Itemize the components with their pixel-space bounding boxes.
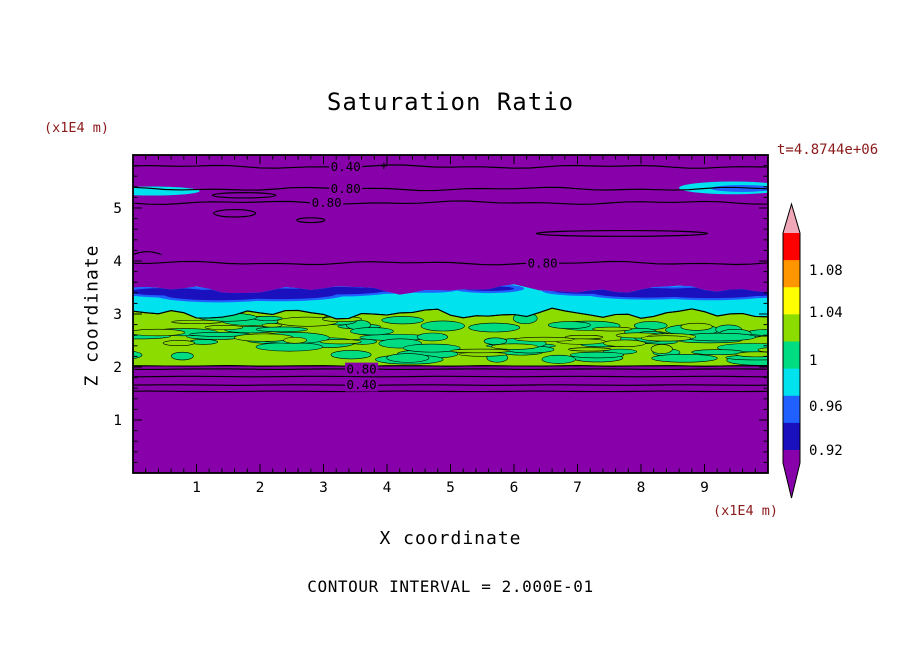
svg-text:0.40: 0.40 bbox=[331, 159, 361, 174]
x-axis-label: X coordinate bbox=[379, 528, 522, 549]
svg-text:0.80: 0.80 bbox=[528, 255, 558, 270]
svg-text:6: 6 bbox=[510, 480, 519, 496]
svg-text:1: 1 bbox=[192, 480, 201, 496]
svg-text:1: 1 bbox=[113, 413, 122, 429]
plot-frame bbox=[132, 154, 769, 474]
svg-text:0.80: 0.80 bbox=[312, 195, 342, 210]
contour-lines bbox=[133, 164, 768, 393]
contour-labels: 0.400.800.800.800.800.40 bbox=[310, 159, 560, 392]
svg-text:5: 5 bbox=[113, 201, 122, 217]
svg-text:3: 3 bbox=[319, 480, 328, 496]
svg-text:0.96: 0.96 bbox=[809, 399, 843, 415]
svg-text:0.40: 0.40 bbox=[347, 377, 377, 392]
svg-text:+: + bbox=[380, 159, 387, 173]
y-axis-label: Z coordinate bbox=[81, 244, 103, 387]
tick-labels: 1 2 3 4 5 6 7 8 9 1 2 3 4 5 bbox=[113, 201, 709, 496]
colorbar: 1.08 1.04 1 0.96 0.92 bbox=[782, 202, 843, 499]
svg-text:8: 8 bbox=[637, 480, 646, 496]
svg-text:2: 2 bbox=[113, 360, 122, 376]
svg-text:4: 4 bbox=[113, 254, 122, 270]
time-annotation: t=4.8744e+06 bbox=[777, 142, 879, 158]
svg-text:3: 3 bbox=[113, 307, 122, 323]
plot-area: 0.400.800.800.800.800.40+ bbox=[133, 155, 768, 473]
colorbar-labels: 1.08 1.04 1 0.96 0.92 bbox=[809, 263, 843, 459]
green-mottle-layer bbox=[133, 312, 768, 366]
svg-text:9: 9 bbox=[700, 480, 709, 496]
y-axis-units: (x1E4 m) bbox=[44, 120, 110, 136]
contour-interval-note: CONTOUR INTERVAL = 2.000E-01 bbox=[307, 577, 594, 596]
svg-text:0.92: 0.92 bbox=[809, 443, 843, 459]
plot-title: Saturation Ratio bbox=[326, 88, 575, 116]
svg-text:1.08: 1.08 bbox=[809, 263, 843, 279]
svg-text:0.80: 0.80 bbox=[347, 361, 377, 376]
svg-text:2: 2 bbox=[256, 480, 265, 496]
svg-text:1.04: 1.04 bbox=[809, 305, 843, 321]
svg-text:0.80: 0.80 bbox=[331, 181, 361, 196]
svg-text:7: 7 bbox=[573, 480, 582, 496]
svg-text:1: 1 bbox=[809, 353, 817, 369]
svg-text:4: 4 bbox=[383, 480, 392, 496]
svg-text:5: 5 bbox=[446, 480, 455, 496]
x-axis-units: (x1E4 m) bbox=[712, 503, 778, 519]
